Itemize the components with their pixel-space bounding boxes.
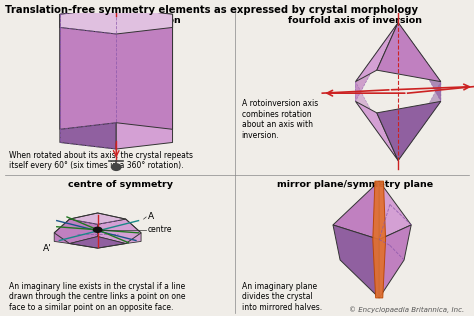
Polygon shape (116, 14, 173, 149)
Polygon shape (356, 22, 398, 101)
Text: fourfold axis of inversion: fourfold axis of inversion (289, 16, 422, 25)
Polygon shape (70, 213, 126, 224)
Polygon shape (60, 14, 116, 149)
Polygon shape (60, 8, 173, 129)
Text: An imaginary line exists in the crystal if a line
drawn through the centre links: An imaginary line exists in the crystal … (9, 282, 186, 312)
Text: mirror plane/symmetry plane: mirror plane/symmetry plane (277, 180, 434, 189)
Polygon shape (70, 236, 126, 248)
Polygon shape (377, 22, 441, 82)
Polygon shape (398, 22, 441, 101)
Text: A rotoinversion axis
combines rotation
about an axis with
inversion.: A rotoinversion axis combines rotation a… (242, 99, 318, 140)
Polygon shape (333, 225, 379, 298)
Polygon shape (333, 181, 379, 240)
Polygon shape (377, 101, 441, 161)
Text: An imaginary plane
divides the crystal
into mirrored halves.: An imaginary plane divides the crystal i… (242, 282, 322, 312)
Text: Translation-free symmetry elements as expressed by crystal morphology: Translation-free symmetry elements as ex… (5, 5, 418, 15)
Polygon shape (98, 219, 141, 244)
Text: When rotated about its axis, the crystal repeats
itself every 60° (six times in : When rotated about its axis, the crystal… (9, 151, 193, 170)
Text: © Encyclopaedia Britannica, Inc.: © Encyclopaedia Britannica, Inc. (349, 306, 465, 313)
Polygon shape (379, 181, 411, 240)
Circle shape (111, 164, 121, 170)
Polygon shape (60, 8, 173, 34)
Text: centre: centre (148, 225, 172, 234)
Polygon shape (356, 101, 398, 161)
Polygon shape (356, 82, 398, 161)
Polygon shape (379, 225, 411, 298)
Polygon shape (373, 181, 385, 298)
Text: centre of symmetry: centre of symmetry (68, 180, 173, 189)
Text: sixfold axis of rotation: sixfold axis of rotation (61, 16, 181, 25)
Circle shape (394, 0, 402, 6)
Circle shape (93, 227, 102, 232)
Polygon shape (398, 82, 441, 161)
Polygon shape (356, 22, 398, 82)
Polygon shape (54, 219, 98, 244)
Text: A: A (148, 212, 154, 222)
Text: A': A' (43, 244, 51, 253)
